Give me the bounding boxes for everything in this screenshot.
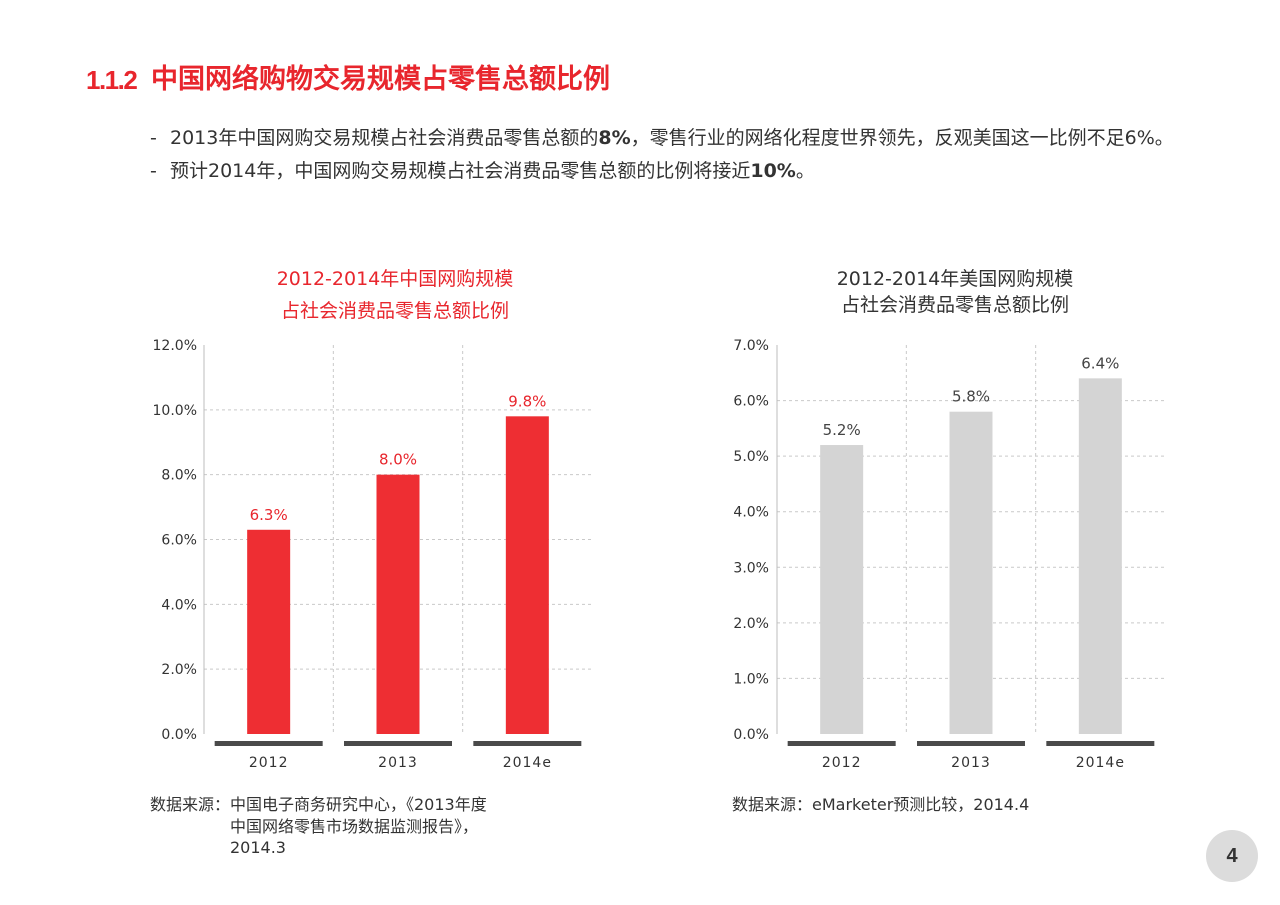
x-tick-label: 2014e bbox=[503, 755, 552, 771]
source-lines: eMarketer预测比较，2014.4 bbox=[812, 794, 1029, 816]
bar-2012 bbox=[247, 529, 291, 734]
bullet-marker: - bbox=[150, 127, 157, 149]
x-tick-label: 2012 bbox=[822, 755, 862, 771]
y-tick-label: 6.0% bbox=[161, 533, 197, 549]
data-label: 6.4% bbox=[1081, 354, 1119, 372]
category-baseline bbox=[214, 741, 323, 746]
page-number: 4 bbox=[1206, 830, 1258, 882]
bullet-item: -2013年中国网购交易规模占社会消费品零售总额的8%，零售行业的网络化程度世界… bbox=[150, 122, 1174, 155]
bar-2013 bbox=[376, 474, 420, 734]
source-line: 中国电子商务研究中心，《2013年度 bbox=[230, 795, 487, 814]
bullet-text: ，零售行业的网络化程度世界领先，反观美国这一比例不足6%。 bbox=[630, 127, 1174, 149]
bar-2012 bbox=[820, 445, 864, 734]
data-label: 6.3% bbox=[250, 506, 288, 524]
slide-title: 1.1.2 中国网络购物交易规模占零售总额比例 bbox=[0, 63, 700, 97]
y-tick-label: 0.0% bbox=[161, 727, 197, 743]
y-tick-label: 5.0% bbox=[733, 449, 769, 465]
x-tick-label: 2013 bbox=[378, 755, 418, 771]
bullet-item: - 预计2014年，中国网购交易规模占社会消费品零售总额的比例将接近10%。 bbox=[150, 155, 1174, 188]
category-baseline bbox=[787, 741, 896, 746]
chart-title-line: 占社会消费品零售总额比例 bbox=[280, 300, 509, 322]
us-chart-source: 数据来源： eMarketer预测比较，2014.4 bbox=[732, 794, 1029, 816]
data-label: 8.0% bbox=[379, 451, 417, 469]
source-line: 中国网络零售市场数据监测报告》， bbox=[230, 816, 479, 836]
source-label: 数据来源： bbox=[732, 795, 813, 814]
bullet-highlight: 10% bbox=[750, 160, 796, 182]
source-line: 2014.3 bbox=[230, 838, 286, 857]
y-tick-label: 4.0% bbox=[733, 505, 769, 521]
category-baseline bbox=[344, 741, 452, 746]
x-tick-label: 2014e bbox=[1076, 755, 1125, 771]
bar-2013 bbox=[949, 411, 993, 734]
source-line: eMarketer预测比较，2014.4 bbox=[812, 795, 1030, 814]
bullet-text: 2013年中国网购交易规模占社会消费品零售总额的 bbox=[170, 127, 599, 149]
china-bar-chart: 0.0% 2.0% 4.0% 6.0% 8.0% 10.0% 12.0% 6.3% 2012 8.… bbox=[153, 338, 592, 771]
data-label: 9.8% bbox=[508, 392, 546, 410]
bullet-list: -2013年中国网购交易规模占社会消费品零售总额的8%，零售行业的网络化程度世界… bbox=[150, 122, 1174, 188]
bar-2014e bbox=[505, 416, 549, 734]
china-chart-title: 2012-2014年中国网购规模 占社会消费品零售总额比例 bbox=[245, 263, 545, 327]
us-bar-chart: 0.0% 1.0% 2.0% 3.0% 4.0% 5.0% 6.0% 7.0% 5.2% 2012… bbox=[733, 338, 1165, 771]
y-tick-label: 1.0% bbox=[733, 671, 769, 687]
slide-title-text: 中国网络购物交易规模占零售总额比例 bbox=[151, 64, 610, 95]
bullet-text: 预计2014年，中国网购交易规模占社会消费品零售总额的比例将接近 bbox=[170, 160, 751, 182]
y-tick-label: 4.0% bbox=[161, 597, 197, 613]
source-label: 数据来源： bbox=[150, 795, 231, 814]
category-baseline bbox=[917, 741, 1025, 746]
data-label: 5.8% bbox=[952, 388, 990, 406]
x-tick-label: 2013 bbox=[951, 755, 991, 771]
x-tick-label: 2012 bbox=[249, 755, 289, 771]
chart-title-line: 2012-2014年美国网购规模 bbox=[836, 268, 1074, 290]
bullet-highlight: 8% bbox=[598, 127, 631, 149]
y-tick-label: 8.0% bbox=[161, 468, 197, 484]
y-tick-label: 6.0% bbox=[733, 394, 769, 410]
bar-2014e bbox=[1078, 378, 1122, 734]
data-label: 5.2% bbox=[823, 421, 861, 439]
y-tick-label: 2.0% bbox=[733, 616, 769, 632]
us-chart-title: 2012-2014年美国网购规模 占社会消费品零售总额比例 bbox=[805, 266, 1105, 318]
chart-title-line: 占社会消费品零售总额比例 bbox=[840, 294, 1069, 316]
section-number: 1.1.2 bbox=[86, 65, 138, 95]
category-baseline bbox=[1046, 741, 1155, 746]
y-tick-label: 0.0% bbox=[733, 727, 769, 743]
source-lines: 中国电子商务研究中心，《2013年度 中国网络零售市场数据监测报告》， 2014… bbox=[230, 794, 487, 859]
chart-title-line: 2012-2014年中国网购规模 bbox=[276, 268, 514, 290]
bullet-marker: - bbox=[150, 160, 157, 182]
category-baseline bbox=[473, 741, 582, 746]
china-chart-source: 数据来源： 中国电子商务研究中心，《2013年度 中国网络零售市场数据监测报告》… bbox=[150, 794, 487, 859]
y-tick-label: 7.0% bbox=[733, 338, 769, 354]
bullet-text: 。 bbox=[795, 160, 815, 182]
y-tick-label: 10.0% bbox=[153, 403, 197, 419]
y-tick-label: 12.0% bbox=[153, 338, 197, 354]
y-tick-label: 3.0% bbox=[733, 560, 769, 576]
y-tick-label: 2.0% bbox=[161, 662, 197, 678]
